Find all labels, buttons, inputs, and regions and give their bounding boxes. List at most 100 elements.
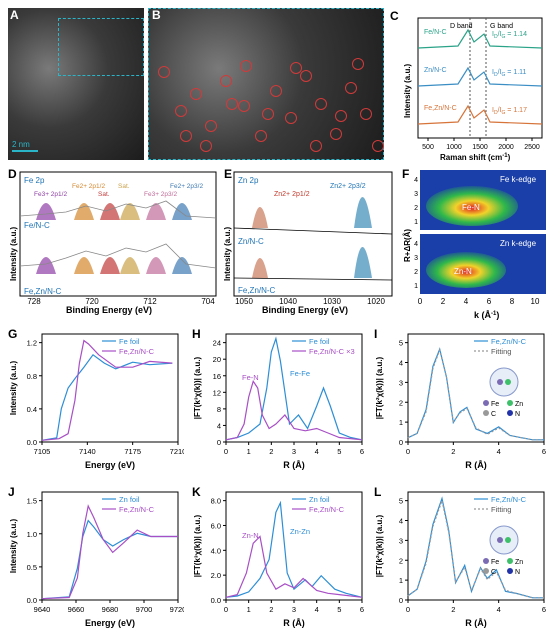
y-tick-label: 1: [399, 418, 403, 427]
y-tick-label: 3: [399, 378, 403, 387]
fe-peak-top: [120, 203, 140, 220]
panel-c-label: C: [390, 9, 399, 23]
plot-frame: [407, 333, 545, 443]
series-line: [225, 336, 363, 441]
legend-entry: Fe,Zn/N-C: [119, 505, 155, 514]
peak-annotation: Zn-N: [242, 531, 259, 540]
atom-legend-dot: [483, 400, 489, 406]
x-tick-label: 3: [292, 605, 296, 614]
fe-peak-bottom: [172, 257, 192, 274]
panel-label: K: [192, 485, 201, 499]
panel-a-scale-text: 2 nm: [12, 140, 30, 149]
x-tick-label: 9660: [68, 605, 85, 614]
x-tick-label: 6: [360, 605, 364, 614]
series-line: [41, 504, 178, 600]
atom-marker: [310, 140, 322, 152]
y-tick-label: 4.0: [211, 546, 221, 555]
panel-d-sample-1: Fe/N-C: [24, 221, 50, 230]
atom-marker: [335, 110, 347, 122]
x-tick-label: 7140: [79, 447, 96, 456]
atom-marker: [200, 140, 212, 152]
series-line: [407, 498, 544, 599]
x-axis-label: R (Å): [283, 460, 305, 470]
legend-entry: Fe,Zn/N-C: [119, 347, 155, 356]
x-tick-label: 3: [292, 447, 296, 456]
series-line: [225, 500, 363, 598]
y-axis-label: |FT(k³χ(k))| (a.u.): [193, 356, 202, 419]
x-tick-label: 2: [269, 447, 273, 456]
y-tick-label: 8: [217, 405, 221, 414]
raman-ratio: ID/IG = 1.14: [492, 31, 527, 40]
d-xtick-label: 728: [27, 297, 41, 306]
x-tick-label: 2: [269, 605, 273, 614]
peak-annotation: Fe-N: [242, 373, 259, 382]
f-ytick-label: 1: [414, 283, 418, 290]
g-band-label: G band: [490, 23, 513, 30]
zn-atom: [505, 537, 511, 543]
panel-a-scalebar: [12, 150, 38, 152]
y-tick-label: 24: [213, 339, 221, 348]
y-tick-label: 0.0: [211, 596, 221, 605]
panel-d-ylabel: Intensity (a.u.): [9, 226, 18, 281]
fe-peak-top: [172, 203, 192, 220]
f-ytick-label: 3: [414, 191, 418, 198]
panel-e-sample-1: Zn/N-C: [238, 237, 264, 246]
y-axis-label: |FT(k²χ(k))| (a.u.): [375, 514, 384, 577]
panel-e-label: E: [224, 167, 232, 181]
f-ytick-label: 1: [414, 219, 418, 226]
f-xtick-label: 4: [464, 297, 469, 306]
y-tick-label: 16: [213, 372, 221, 381]
atom-marker: [180, 130, 192, 142]
d-xtick-label: 720: [85, 297, 99, 306]
peak-annotation: Fe-Fe: [290, 369, 310, 378]
atom-legend-label: N: [515, 411, 520, 418]
wavelet-fe-peak: Fe-N: [462, 203, 480, 212]
panel-e-sample-2: Fe,Zn/N-C: [238, 286, 276, 295]
c-xtick-label: 1500: [472, 144, 488, 151]
series-line: [225, 379, 363, 441]
structure-model: [489, 367, 519, 397]
y-tick-label: 8.0: [211, 497, 221, 506]
wavelet-zn-peak: Zn-N: [454, 267, 472, 276]
y-tick-label: 1.5: [27, 497, 37, 506]
atom-marker: [190, 88, 202, 100]
x-axis-label: Energy (eV): [85, 618, 135, 628]
atom-marker: [226, 98, 238, 110]
fe-peak-bottom: [74, 257, 94, 274]
x-tick-label: 0: [224, 605, 228, 614]
fe-peak-bottom: [120, 257, 140, 274]
f-xtick-label: 6: [487, 297, 492, 306]
zn-atom: [505, 379, 511, 385]
y-axis-label: |FT(k²χ(k))| (a.u.): [375, 356, 384, 419]
raman-series-name: Fe,Zn/N-C: [424, 105, 457, 112]
y-tick-label: 2: [399, 398, 403, 407]
atom-marker: [290, 62, 302, 74]
e-xtick-label: 1040: [279, 297, 297, 306]
legend-entry: Fe,Zn/N-C: [491, 337, 527, 346]
e-xtick-label: 1050: [235, 297, 253, 306]
raman-ratio: ID/IG = 1.11: [492, 69, 527, 78]
y-tick-label: 4: [399, 359, 403, 368]
fe-atom: [497, 379, 503, 385]
fe-peak-top: [146, 203, 166, 220]
atom-legend-dot: [507, 410, 513, 416]
panel-e-xlabel: Binding Energy (eV): [262, 305, 348, 315]
x-tick-label: 1: [247, 605, 251, 614]
atom-marker: [240, 60, 252, 72]
atom-marker: [360, 108, 372, 120]
y-axis-label: Intensity (a.u.): [9, 361, 18, 416]
x-tick-label: 0: [406, 605, 410, 614]
panel-c-ylabel: Intensity (a.u.): [403, 63, 412, 118]
panel-f-xlabel: k (Å-1): [474, 310, 499, 320]
y-tick-label: 0.4: [27, 405, 37, 414]
panel-e-ylabel: Intensity (a.u.): [223, 226, 232, 281]
fe-peak-label: Fe2+ 2p1/2: [72, 183, 105, 190]
panel-label: H: [192, 327, 201, 341]
panel-d-title: Fe 2p: [24, 176, 45, 185]
atom-marker: [270, 85, 282, 97]
wavelet-zn-title: Zn k-edge: [500, 239, 537, 248]
x-tick-label: 0: [224, 447, 228, 456]
c-xtick-label: 1000: [446, 144, 462, 151]
atom-legend-dot: [483, 568, 489, 574]
